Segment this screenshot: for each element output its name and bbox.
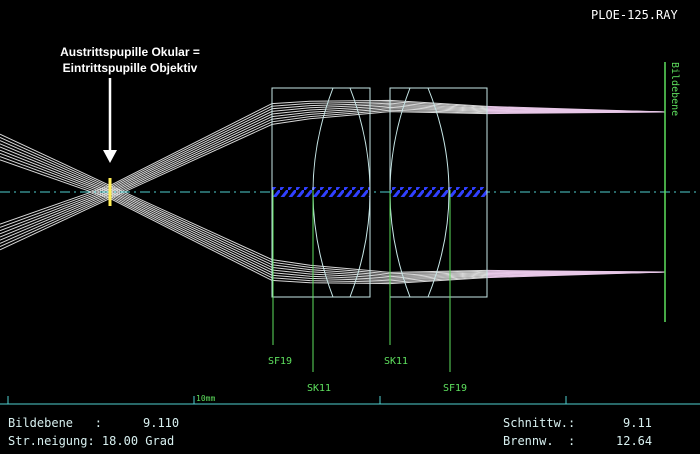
- glass-label: SK11: [307, 383, 331, 394]
- ray: [0, 149, 488, 280]
- status-value: 9.110: [143, 416, 179, 430]
- ray: [0, 101, 488, 228]
- status-label: Str.neigung: 18.00 Grad: [8, 434, 174, 448]
- ray: [0, 104, 488, 235]
- ray: [0, 133, 488, 273]
- status-value: 9.11: [623, 416, 652, 430]
- lens-surface: [427, 87, 450, 298]
- glass-label: SF19: [443, 383, 467, 394]
- ray: [0, 109, 488, 248]
- glass-label: SF19: [268, 356, 292, 367]
- ray: [0, 152, 488, 282]
- ray: [0, 111, 488, 251]
- ray: [0, 143, 488, 278]
- glass-label: SK11: [384, 356, 408, 367]
- hatch-element-2: [390, 187, 487, 197]
- ray: [0, 140, 488, 276]
- status-label: Bildebene :: [8, 416, 102, 430]
- scale-ticks: [7, 396, 567, 404]
- file-name: PLOE-125.RAY: [591, 8, 678, 22]
- hatch-element-1: [272, 187, 370, 197]
- scale-label: 10mm: [196, 394, 215, 403]
- annotation-line: Eintrittspupille Objektiv: [63, 61, 198, 75]
- ray-bundles: [0, 99, 666, 285]
- status-value: 12.64: [616, 434, 652, 448]
- ray: [0, 156, 488, 283]
- ray: [0, 99, 488, 225]
- ray: [0, 146, 488, 279]
- ray: [0, 108, 488, 244]
- annotation-line: Austrittspupille Okular =: [60, 45, 200, 59]
- status-label: Brennw. :: [503, 434, 575, 448]
- ray-to-focus: [486, 271, 666, 279]
- ray: [0, 106, 488, 241]
- lens-surface: [349, 87, 371, 298]
- status-label: Schnittw.:: [503, 416, 575, 430]
- ray: [0, 136, 488, 275]
- ray-to-focus: [486, 105, 666, 113]
- ray: [0, 102, 488, 232]
- image-plane-label: Bildebene: [669, 62, 680, 116]
- pointer-arrowhead: [103, 150, 117, 163]
- ray: [0, 105, 488, 238]
